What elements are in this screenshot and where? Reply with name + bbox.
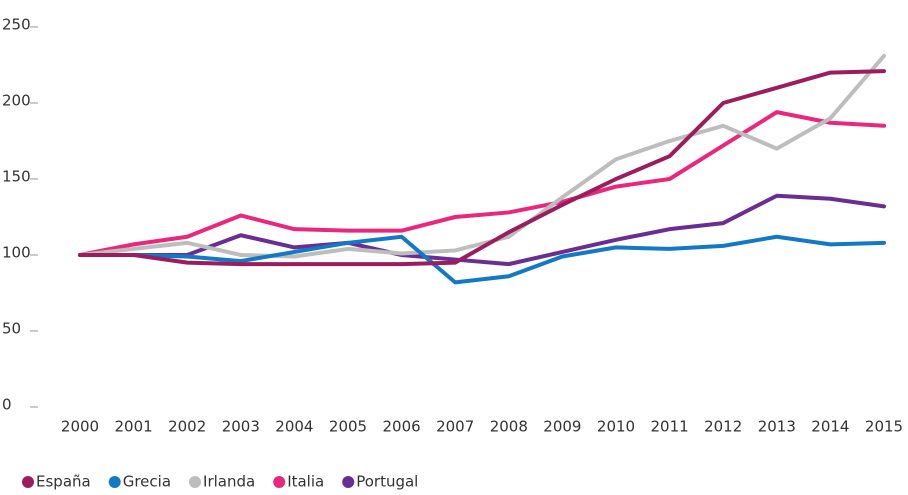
x-tick-label: 2012 (704, 418, 742, 436)
series-line (78, 110, 886, 257)
y-tick-label: 150 (2, 168, 31, 186)
y-tick-label: 50 (2, 320, 21, 338)
y-tick-label: 100 (2, 244, 31, 262)
y-tick-label: 250 (2, 16, 31, 34)
x-tick-label: 2014 (811, 418, 849, 436)
legend-marker (189, 476, 202, 488)
x-tick-label: 2009 (543, 418, 581, 436)
x-tick-label: 2011 (651, 418, 689, 436)
legend-marker (108, 476, 121, 488)
series-line (78, 193, 886, 267)
series-line (78, 53, 886, 259)
x-tick-label: 2004 (275, 418, 313, 436)
x-tick-label: 2003 (222, 418, 260, 436)
x-tick-label: 2006 (383, 418, 421, 436)
legend-label: Grecia (123, 473, 171, 491)
legend-label: España (36, 473, 91, 491)
y-tick-label: 200 (2, 92, 31, 110)
x-tick-label: 2015 (865, 418, 903, 436)
legend-label: Irlanda (203, 473, 255, 491)
x-tick-label: 2013 (758, 418, 796, 436)
x-tick-label: 2008 (490, 418, 528, 436)
legend-label: Italia (287, 473, 324, 491)
legend-label: Portugal (356, 473, 418, 491)
series-line (78, 69, 886, 267)
x-tick-label: 2010 (597, 418, 635, 436)
legend-marker (273, 476, 286, 488)
x-tick-label: 2000 (61, 418, 99, 436)
x-tick-label: 2002 (168, 418, 206, 436)
x-tick-label: 2005 (329, 418, 367, 436)
series-line (78, 234, 886, 285)
x-tick-label: 2001 (115, 418, 153, 436)
x-tick-label: 2007 (436, 418, 474, 436)
legend-marker (342, 476, 355, 488)
legend-marker (22, 476, 34, 488)
y-tick-label: 0 (2, 396, 12, 414)
